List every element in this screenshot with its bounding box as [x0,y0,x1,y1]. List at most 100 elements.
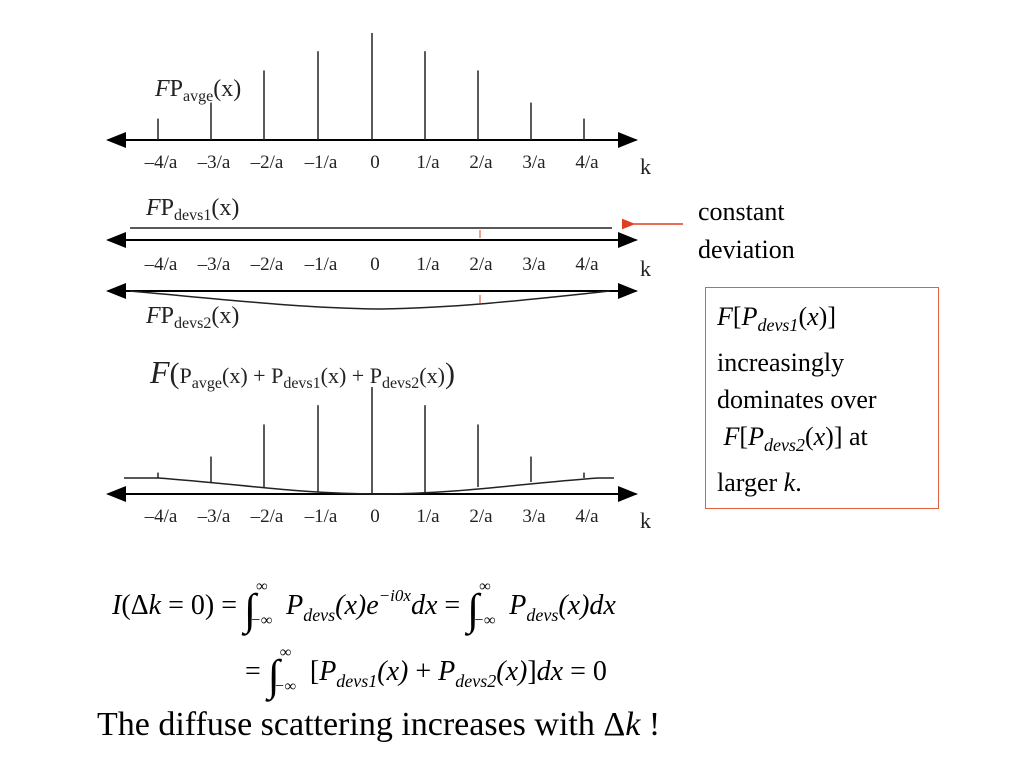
int-lower: −∞ [473,612,496,629]
integral-sign: ∫ [267,651,280,700]
eq-equals: = [245,656,268,687]
conclusion-statement: The diffuse scattering increases with Δk… [97,706,660,744]
eq-equals: = [437,590,468,621]
note-line-2: deviation [698,235,795,264]
equation-sum-zero: = ∫ ∞ −∞ [Pdevs1(x) + Pdevs2(x)]dx = 0 [245,644,607,701]
k-tick-label: 4/a [575,506,599,527]
label-f: F [146,195,161,221]
integral-limits: ∞ −∞ [250,578,286,629]
eq-dx: dx [410,590,438,621]
int-lower: −∞ [250,612,273,629]
label-p: P [169,76,184,102]
k-tick-label: 0 [370,506,380,527]
k-tick-label: 1/a [416,506,440,527]
label-sub: devs2 [174,315,212,332]
callout-p: P [748,422,764,451]
label-f: F [150,354,170,390]
callout-close: )] [818,302,836,331]
label-f: F [146,303,161,329]
k-tick-label: 2/a [469,506,493,527]
k-tick-label: –4/a [144,152,178,173]
k-tick-label: –2/a [250,254,284,275]
label-sub: devs1 [283,375,321,392]
callout-close: )] [825,422,843,451]
callout-k: k [783,468,796,497]
callout-f: F [717,302,733,331]
eq-open-bracket: [ [309,656,320,687]
eq-sub: devs [526,605,559,625]
label-arg: (x) + [222,363,272,388]
k-tick-label: –2/a [250,152,284,173]
k-tick-label: 3/a [522,152,546,173]
tick-labels-1: –4/a –3/a –2/a –1/a 0 1/a 2/a 3/a 4/a [144,152,600,173]
eq-dx: dx [536,656,564,687]
callout-line-5: larger k. [717,464,938,501]
eq-p: P [286,590,304,621]
k-tick-label: –3/a [197,506,231,527]
eq-lhs-tail: = 0) = [161,590,245,621]
callout-sub: devs2 [763,435,805,455]
eq-lhs: (Δ [121,590,149,621]
label-sub: devs1 [174,207,212,224]
k-tick-label: 2/a [469,254,493,275]
k-tick-label: –1/a [304,506,338,527]
callout-p: P [741,302,758,331]
eq-xarg: (x) [335,590,367,621]
conclusion-text: The diffuse scattering increases with Δ [97,706,626,743]
callout-f: F [723,422,740,451]
callout-larger: larger [717,468,784,497]
peaks-avge [157,33,585,140]
k-symbol-4: k [640,508,651,533]
callout-x: x [813,422,826,451]
k-tick-label: 1/a [416,254,440,275]
k-tick-label: 4/a [575,254,599,275]
label-fp-devs2: FPdevs2(x) [146,303,239,333]
eq-plus: + [408,656,439,687]
int-lower: −∞ [273,678,297,695]
k-tick-label: 0 [370,254,380,275]
k-tick-label: 3/a [522,506,546,527]
k-tick-label: –1/a [304,152,338,173]
label-f-sum: F(Pavge(x) + Pdevs1(x) + Pdevs2(x)) [150,354,455,393]
label-fp-devs1: FPdevs1(x) [146,195,239,225]
equation-intensity-zero: I(Δk = 0) = ∫ ∞ −∞ Pdevs(x)e−i0xdx = ∫ ∞ −∞ Pd… [112,578,616,635]
label-f: F [155,76,170,102]
integral-limits: ∞ −∞ [274,644,310,695]
k-symbol-1: k [640,154,651,179]
k-tick-label: –2/a [250,506,284,527]
callout-paren: ( [798,302,808,331]
label-arg: (x) [419,363,445,388]
callout-period: . [795,468,802,497]
eq-k: k [148,590,162,621]
eq-p: P [509,590,527,621]
k-symbol-2: k [640,256,651,281]
label-arg: (x) [211,195,240,221]
k-tick-label: 3/a [522,254,546,275]
eq-xarg: (x) [558,590,590,621]
int-upper: ∞ [256,578,268,595]
dominance-callout: F[Pdevs1(x)] increasingly dominates over… [705,287,939,509]
label-arg: (x) [213,76,242,102]
callout-line-4: F[Pdevs2(x)] at [723,422,868,455]
label-fp-avge: FPavge(x) [155,76,241,106]
k-tick-label: 0 [370,152,380,173]
integral-sign: ∫ [467,585,480,634]
diffraction-diagram: –4/a –3/a –2/a –1/a 0 1/a 2/a 3/a 4/a k –4/a –3/a… [106,33,683,533]
label-sub: devs2 [381,375,420,392]
label-arg: (x) [211,303,240,329]
label-p: P [160,195,175,221]
label-p: P [160,303,175,329]
label-sub: avge [191,375,222,392]
k-tick-label: –1/a [304,254,338,275]
k-tick-label: –3/a [197,152,231,173]
callout-at: at [842,422,868,451]
eq-sub: devs1 [336,671,378,691]
tick-labels-2: –4/a –3/a –2/a –1/a 0 1/a 2/a 3/a 4/a [144,254,600,275]
eq-p: P [438,656,456,687]
k-tick-label: 4/a [575,152,599,173]
k-tick-label: –3/a [197,254,231,275]
eq-p: P [319,656,337,687]
peaks-sum [157,387,585,494]
eq-exp: −i0x [378,586,411,605]
label-sub: avge [183,88,214,105]
